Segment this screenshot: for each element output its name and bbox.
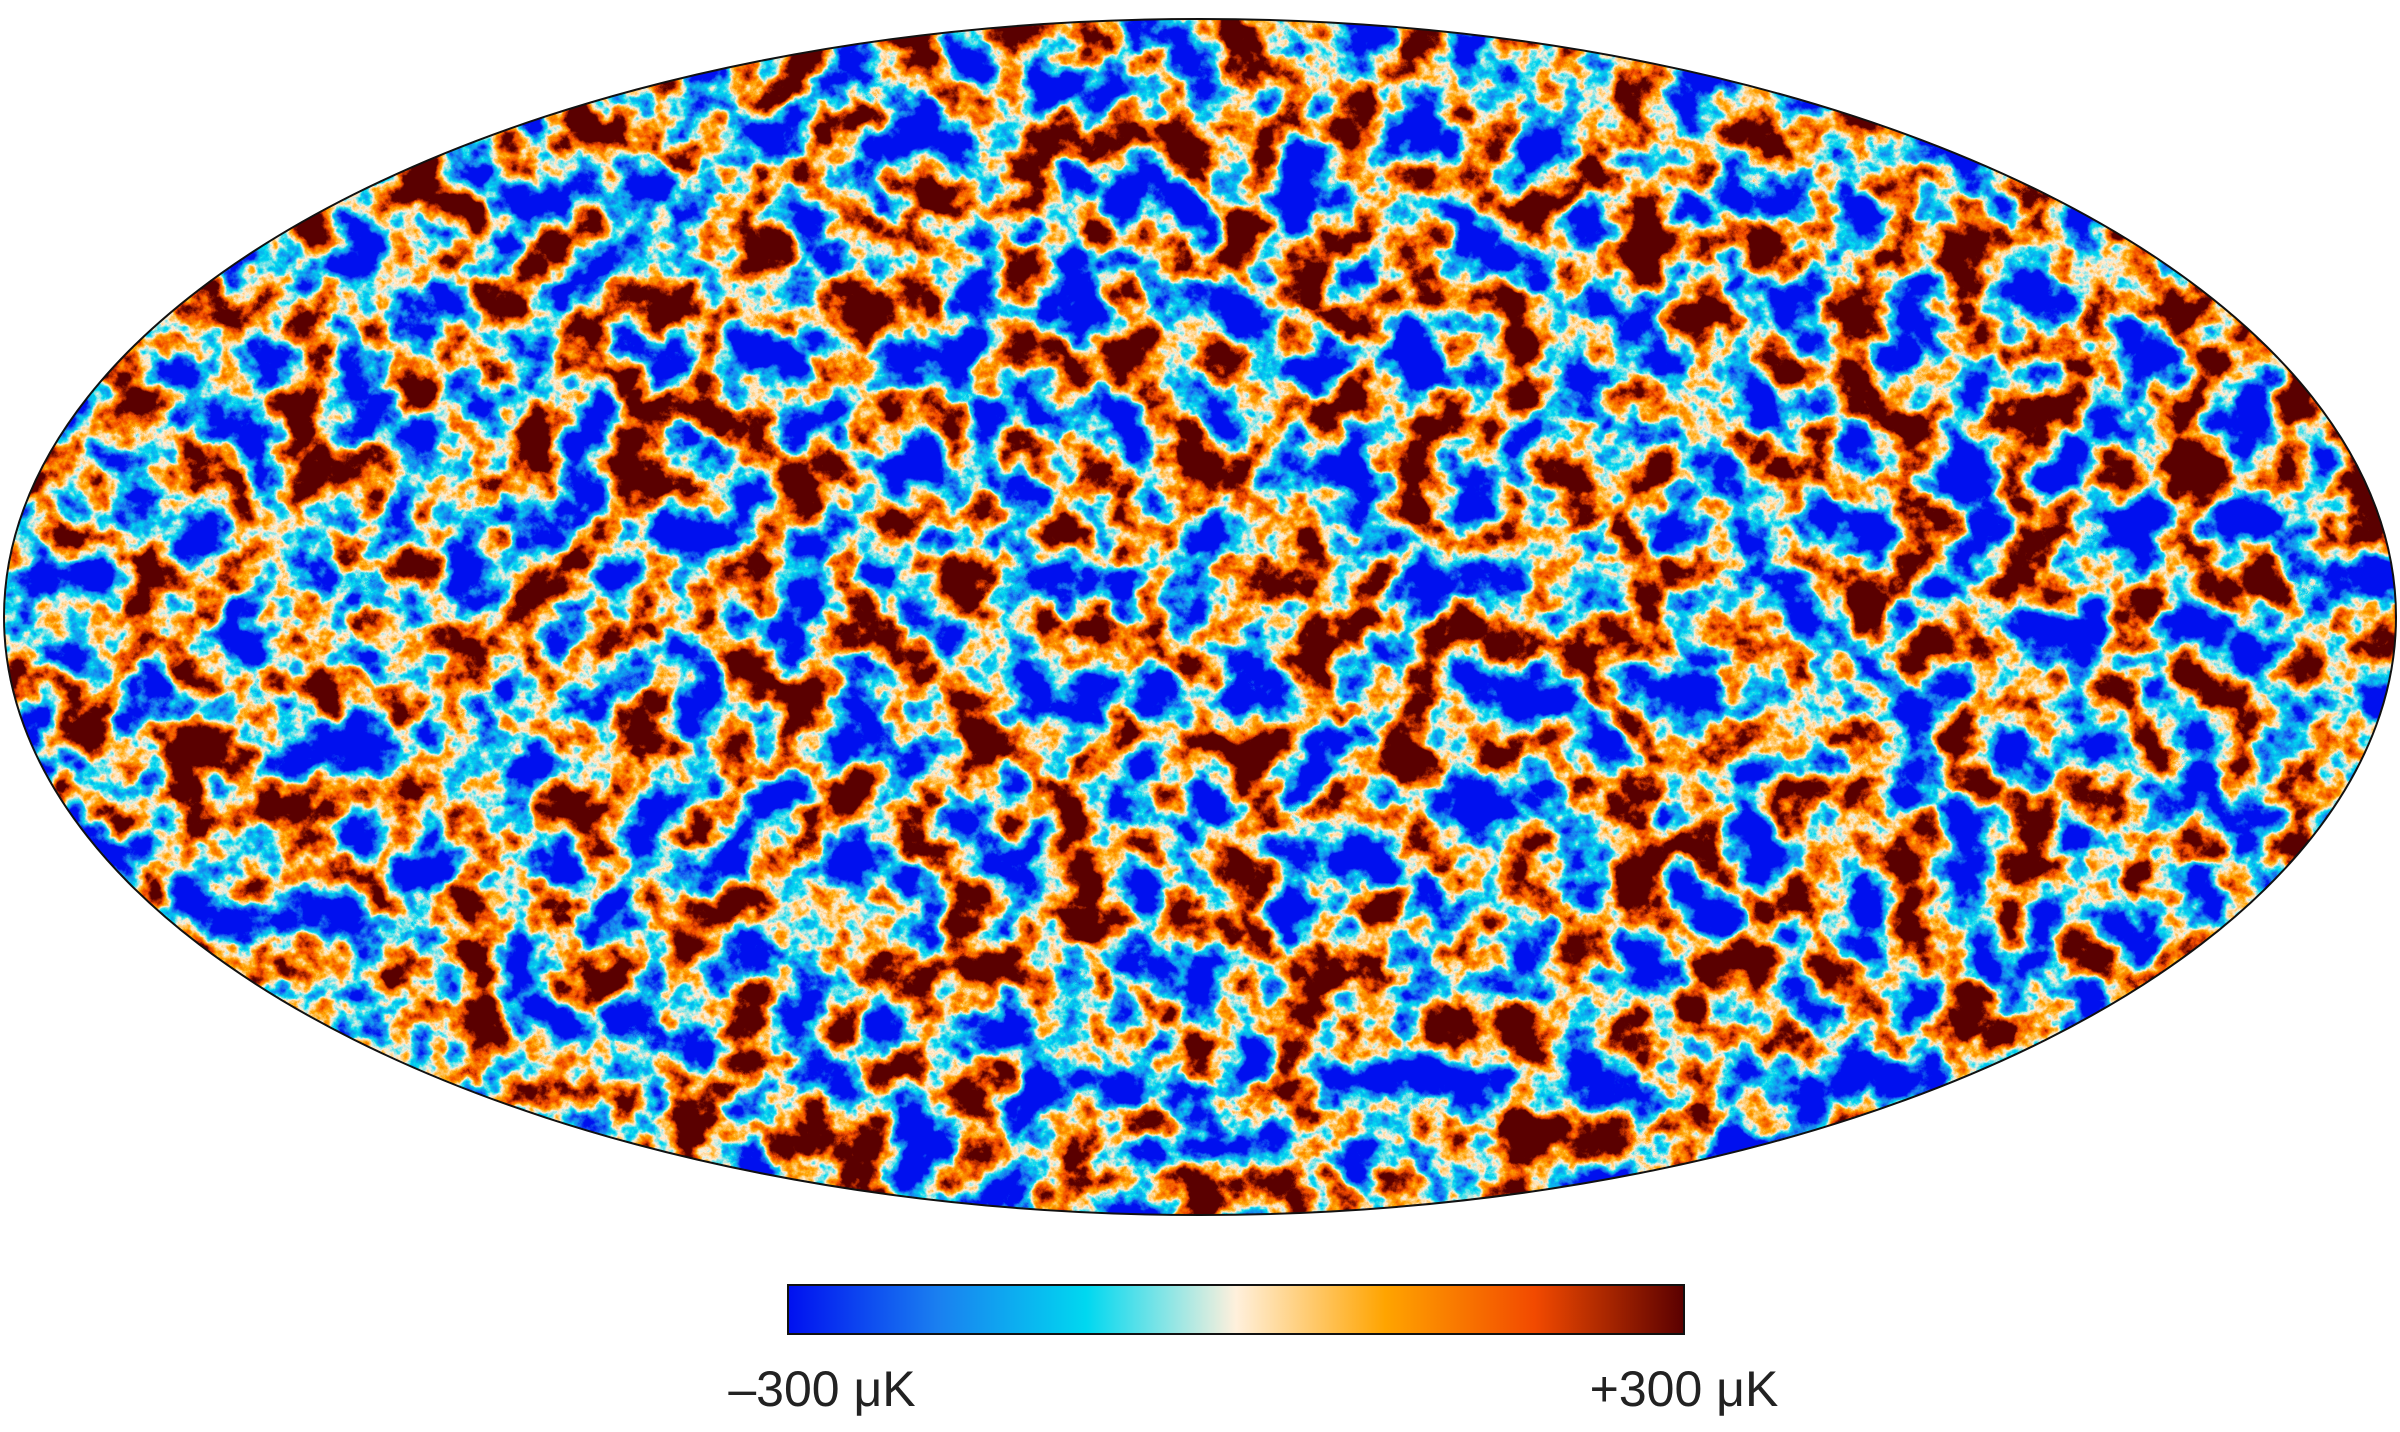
colorbar-min-label: –300 μK (728, 1361, 915, 1417)
sky-map (4, 19, 2396, 1215)
colorbar (787, 1284, 1685, 1335)
map-outline (3, 18, 2397, 1216)
colorbar-max-label: +300 μK (1590, 1361, 1779, 1417)
temperature-field (4, 19, 2396, 1215)
